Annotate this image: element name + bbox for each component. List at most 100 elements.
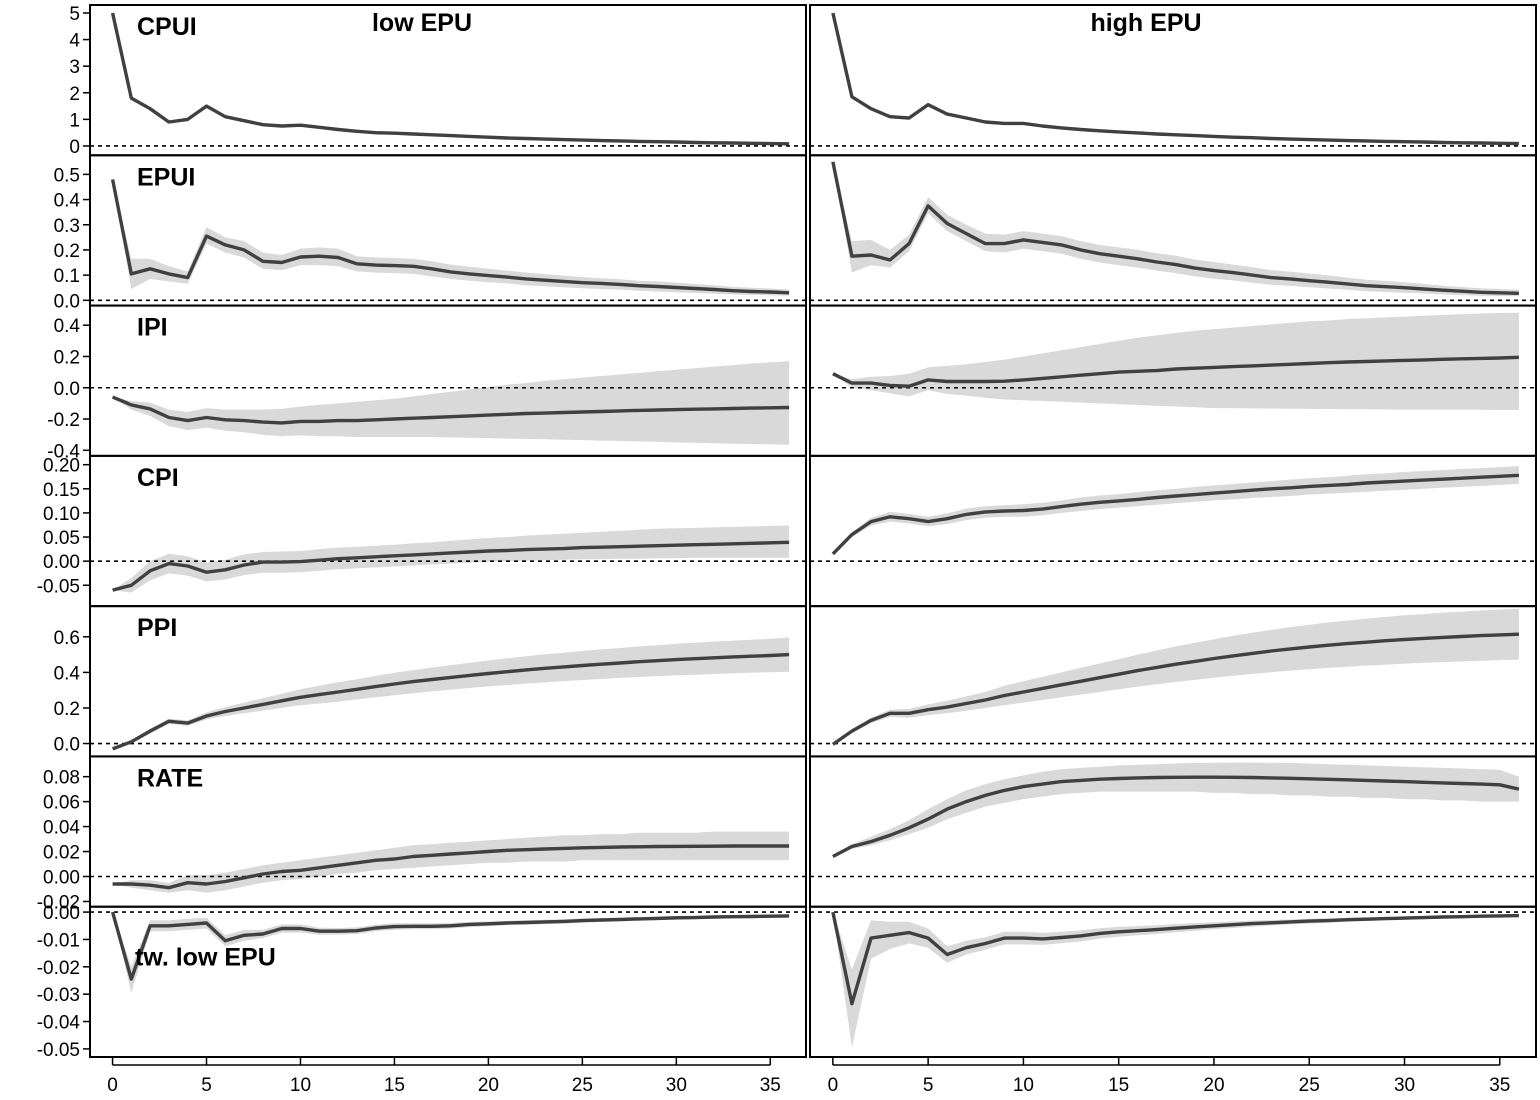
confidence-band	[832, 762, 1519, 857]
confidence-band	[832, 161, 1519, 297]
y-tick-label: 0.15	[43, 480, 80, 501]
response-line	[110, 12, 790, 146]
y-tick-label: 0.5	[54, 165, 80, 186]
confidence-band	[832, 608, 1519, 745]
x-tick-label: 0	[107, 1075, 118, 1096]
panel-ipi-high	[809, 304, 1537, 457]
x-tick-label: 10	[290, 1075, 311, 1096]
x-tick-label: 30	[666, 1075, 687, 1096]
panel-ppi-low: 0.0 0.2 0.4 0.6 PPI	[54, 605, 807, 758]
y-tick-label: 0.08	[43, 768, 80, 789]
response-line	[112, 844, 790, 890]
panel-plot-area	[810, 911, 1536, 1048]
panel-label-ppi: PPI	[137, 614, 177, 642]
y-tick-label: 2	[69, 84, 80, 105]
panel-rate-high	[809, 755, 1537, 908]
y-tick-label: 0	[69, 137, 80, 158]
y-tick-label: 0.3	[54, 216, 80, 237]
y-tick-label: 0.00	[43, 868, 80, 889]
panel-epui-high	[809, 154, 1537, 307]
x-tick-label: 15	[384, 1075, 405, 1096]
y-tick-label: 5	[69, 4, 80, 25]
y-tick-label: 0.06	[43, 793, 80, 814]
y-tick-label: 0.6	[54, 628, 80, 649]
y-tick-label: 0.4	[54, 316, 81, 337]
response-line	[831, 473, 1519, 556]
y-tick-label: -0.02	[37, 958, 80, 979]
response-line	[110, 179, 790, 295]
y-tick-label: -0.05	[37, 1040, 80, 1061]
panel-plot-area	[90, 361, 806, 445]
confidence-band	[832, 912, 1519, 1048]
y-tick-label: 3	[69, 57, 80, 78]
confidence-band	[832, 312, 1519, 410]
panel-label-epui: EPUI	[137, 163, 195, 191]
panel-plot-area	[90, 179, 806, 302]
x-tick-label: 25	[1299, 1075, 1320, 1096]
column-title-high: high EPU	[1090, 9, 1201, 37]
y-tick-label: -0.05	[37, 576, 80, 597]
response-line	[111, 652, 790, 751]
panel-plot-area	[810, 762, 1536, 878]
y-tick-label: 0.4	[54, 663, 81, 684]
y-tick-label: 0.1	[54, 266, 80, 287]
response-line	[831, 12, 1519, 146]
panel-plot-area	[90, 12, 806, 147]
panel-label-cpui: CPUI	[137, 13, 197, 41]
response-line	[832, 355, 1519, 388]
panel-plot-area	[90, 911, 806, 993]
panel-label-cpi: CPI	[137, 464, 179, 492]
x-tick-label: 15	[1108, 1075, 1129, 1096]
y-tick-label: 0.00	[43, 552, 80, 573]
y-tick-label: 0.0	[54, 735, 80, 756]
y-tick-label: -0.03	[37, 985, 80, 1006]
x-tick-label: 20	[1203, 1075, 1224, 1096]
x-tick-label: 30	[1394, 1075, 1415, 1096]
panel-cpi-high	[809, 454, 1537, 608]
y-tick-label: 0.00	[43, 903, 80, 924]
panel-plot-area	[810, 312, 1536, 410]
confidence-band	[112, 912, 790, 993]
y-tick-label: 0.0	[54, 291, 80, 312]
panel-plot-area	[90, 831, 806, 893]
panel-tw-low-epu-low: -0.05 -0.04 -0.03 -0.02 -0.01 0.00 tw. low EPU	[37, 903, 807, 1061]
column-title-low: low EPU	[372, 9, 472, 37]
panel-ipi-low: -0.4 -0.2 0.0 0.2 0.4 IPI	[47, 304, 807, 462]
panel-label-rate: RATE	[137, 764, 203, 792]
panel-label-ipi: IPI	[137, 314, 168, 342]
y-tick-label: 0.2	[54, 699, 80, 720]
y-tick-label: 0.20	[43, 456, 80, 477]
response-line	[831, 911, 1519, 1006]
y-tick-label: 0.02	[43, 843, 80, 864]
y-tick-label: 0.10	[43, 504, 80, 525]
panel-rate-low: -0.02 0.00 0.02 0.04 0.06 0.08 RATE	[37, 755, 807, 913]
x-tick-label: 35	[760, 1075, 781, 1096]
x-tick-label: 20	[478, 1075, 499, 1096]
y-tick-label: 0.0	[54, 379, 80, 400]
x-tick-label: 0	[828, 1075, 839, 1096]
response-line	[111, 395, 790, 425]
panel-tw-low-epu-high	[809, 905, 1537, 1059]
panel-frame	[89, 154, 807, 307]
panel-label-tw-low-epu: tw. low EPU	[135, 944, 276, 972]
y-tick-label: 0.2	[54, 347, 80, 368]
panel-plot-area	[90, 525, 806, 593]
x-tick-label: 5	[923, 1075, 934, 1096]
y-tick-label: 1	[69, 110, 80, 131]
y-tick-label: 0.4	[54, 191, 81, 212]
panel-plot-area	[90, 637, 806, 751]
response-line	[832, 775, 1520, 859]
response-line	[110, 911, 790, 981]
panel-frame	[89, 905, 807, 1059]
y-tick-label: -0.02	[37, 892, 80, 913]
panel-cpi-low: -0.05 0.00 0.05 0.10 0.15 0.20 CPI	[37, 454, 807, 608]
x-tick-label: 25	[572, 1075, 593, 1096]
panel-frame	[809, 905, 1537, 1059]
y-tick-label: -0.01	[37, 930, 80, 951]
response-line	[112, 540, 790, 592]
panel-plot-area	[810, 161, 1536, 302]
panel-epui-low: 0.0 0.1 0.2 0.3 0.4 0.5 EPUI	[54, 154, 807, 312]
y-tick-label: 0.05	[43, 528, 80, 549]
x-tick-label: 35	[1489, 1075, 1510, 1096]
